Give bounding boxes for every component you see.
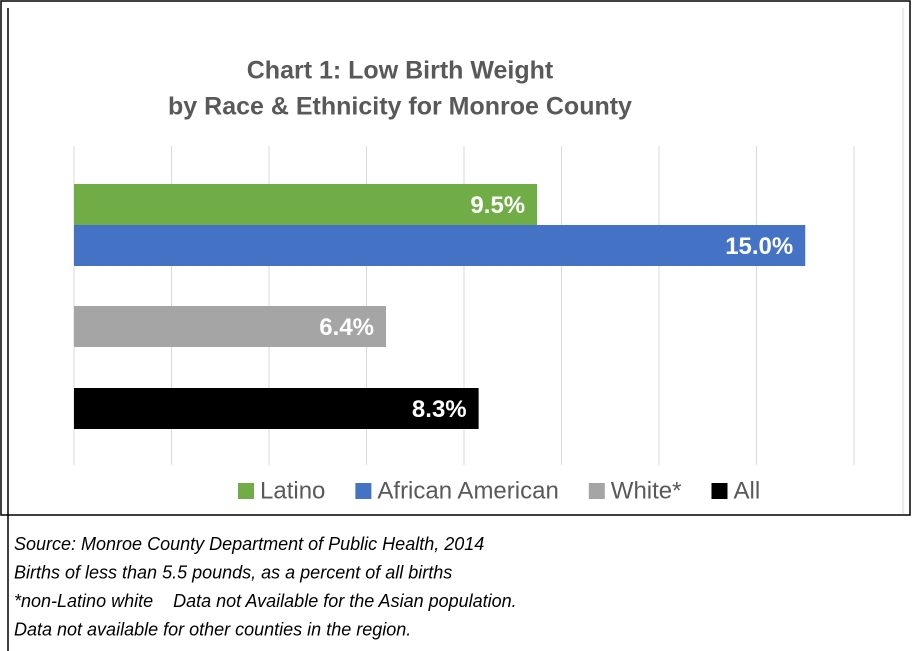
legend-swatch [355, 483, 372, 499]
legend-label: White* [611, 477, 682, 504]
bar [74, 388, 479, 429]
legend-swatch [238, 483, 254, 499]
outer-frame [0, 0, 911, 516]
bar [74, 225, 806, 266]
value-label: 15.0% [725, 233, 793, 260]
footnote: Source: Monroe County Department of Publ… [14, 534, 484, 554]
footnote: Data not available for other counties in… [14, 619, 411, 639]
legend-swatch [588, 483, 605, 499]
footnote: Births of less than 5.5 pounds, as a per… [14, 562, 452, 582]
footnote: *non-Latino white Data not Available for… [14, 591, 517, 611]
value-label: 8.3% [412, 396, 467, 423]
chart-title: by Race & Ethnicity for Monroe County [168, 93, 632, 121]
bar [74, 184, 538, 225]
value-label: 6.4% [319, 314, 374, 341]
bar [74, 306, 386, 347]
legend-label: Latino [260, 477, 325, 504]
value-label: 9.5% [470, 192, 525, 219]
chart-title: Chart 1: Low Birth Weight [247, 57, 554, 85]
legend-label: All [733, 477, 760, 504]
legend-label: African American [377, 477, 558, 504]
legend-swatch [711, 483, 728, 499]
